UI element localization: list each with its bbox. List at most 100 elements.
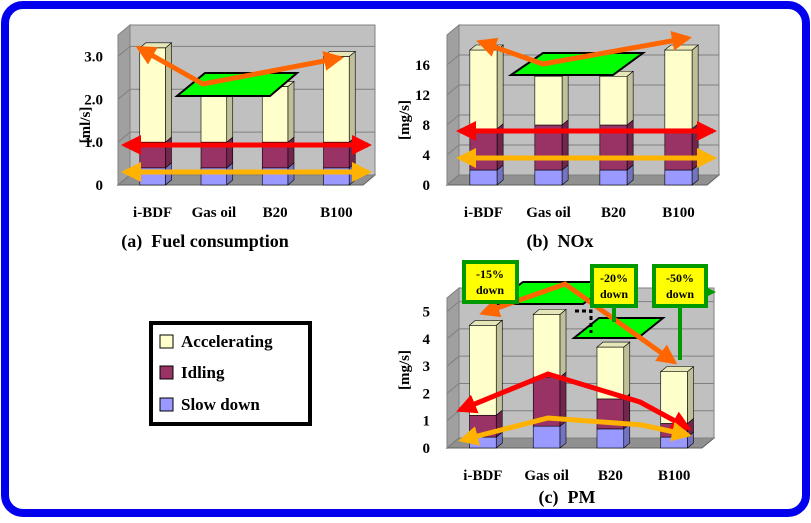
bar-segment xyxy=(532,314,561,378)
y-tick-label: 12 xyxy=(415,88,430,104)
legend-item-accelerating: Accelerating xyxy=(159,332,273,351)
chart-title: (a) Fuel consumption xyxy=(121,231,289,252)
bar-side xyxy=(687,365,694,425)
y-tick-label: 0 xyxy=(423,441,431,457)
y-tick-label: 0 xyxy=(423,178,431,194)
bar-side xyxy=(623,341,631,400)
bar-side xyxy=(496,44,504,130)
callout-15-line2: down xyxy=(476,283,504,297)
bar-top xyxy=(659,366,695,372)
bar-side xyxy=(348,50,356,143)
bar-top xyxy=(468,319,504,326)
y-tick-label: 4 xyxy=(423,148,431,164)
legend-swatch xyxy=(159,365,174,380)
bar-side xyxy=(287,80,295,143)
y-axis-label: [mg/s] xyxy=(397,100,413,140)
bar-side xyxy=(561,70,569,126)
legend-swatch xyxy=(159,397,174,412)
y-tick-label: 3 xyxy=(423,359,431,375)
trend-arrow xyxy=(458,415,692,446)
callout-50-line2: down xyxy=(666,287,694,301)
y-tick-label: 5 xyxy=(423,305,431,321)
x-tick-label: Gas oil xyxy=(526,205,571,221)
callout-15-down xyxy=(462,260,519,304)
callout-20-line1: -20% xyxy=(600,271,628,285)
x-tick-label: B100 xyxy=(662,205,695,221)
chart-title: (c) PM xyxy=(539,487,596,508)
x-tick-label: B100 xyxy=(320,205,353,221)
y-tick-label: 3.0 xyxy=(84,49,103,65)
bar-segment xyxy=(323,56,350,143)
legend-label: Idling xyxy=(181,363,225,382)
callout-20-line2: down xyxy=(600,287,628,301)
legend-swatch xyxy=(159,334,174,349)
side-wall xyxy=(446,286,460,450)
bar-segment xyxy=(664,49,693,130)
chart-b-annotations xyxy=(456,30,717,168)
x-tick-label: B20 xyxy=(598,468,623,484)
bar-segment xyxy=(534,169,563,186)
bar-segment xyxy=(664,128,693,171)
y-tick-label: 1.0 xyxy=(84,135,103,151)
bar-side xyxy=(561,119,569,171)
legend-box xyxy=(149,321,312,426)
y-tick-label: 2 xyxy=(423,386,431,402)
bar-top xyxy=(138,42,173,49)
chart-title: (b) NOx xyxy=(527,231,594,252)
y-tick-label: 1 xyxy=(423,414,431,430)
bar-side xyxy=(495,319,503,416)
bar-segment xyxy=(534,75,563,126)
bar-top xyxy=(664,44,699,51)
x-tick-label: i-BDF xyxy=(464,205,503,221)
bar-segment xyxy=(599,75,628,126)
bar-side xyxy=(626,119,634,171)
legend-label: Accelerating xyxy=(181,332,273,351)
y-axis-label: [ml/s] xyxy=(78,107,94,144)
x-tick-label: B20 xyxy=(601,205,626,221)
bar-segment xyxy=(599,169,628,186)
bar-side xyxy=(691,44,699,130)
chart-a-annotations xyxy=(121,45,372,182)
bar-segment xyxy=(660,436,688,449)
bar-segment xyxy=(469,49,498,130)
bar-segment xyxy=(469,128,498,171)
y-tick-label: 4 xyxy=(423,332,431,348)
callout-50-down xyxy=(652,264,708,308)
legend-label: Slow down xyxy=(181,395,260,414)
bar-top xyxy=(596,341,631,348)
side-wall xyxy=(117,23,131,187)
x-tick-label: i-BDF xyxy=(463,468,502,484)
legend: Accelerating Idling Slow down xyxy=(149,321,312,426)
legend-item-idling: Idling xyxy=(159,363,225,382)
bar-side xyxy=(559,308,567,378)
bar-side xyxy=(165,42,172,143)
side-wall xyxy=(446,23,460,187)
bar-segment xyxy=(664,169,693,186)
bar-segment xyxy=(469,169,498,186)
callout-20-down xyxy=(590,264,638,308)
y-tick-label: 2.0 xyxy=(84,92,103,108)
trend-arrow xyxy=(476,30,692,67)
x-tick-label: B100 xyxy=(658,468,691,484)
trend-arrow xyxy=(135,45,344,87)
callout-50-line1: -50% xyxy=(666,271,694,285)
x-tick-label: Gas oil xyxy=(192,205,237,221)
y-tick-label: 8 xyxy=(423,118,431,134)
bar-side xyxy=(626,70,634,126)
y-tick-label: 0 xyxy=(96,178,104,194)
bar-top xyxy=(532,309,567,315)
callout-tab xyxy=(706,287,716,297)
chart-c-annotations: -15% down -20% down -50% down xyxy=(456,260,716,446)
y-tick-label: 16 xyxy=(415,58,431,74)
x-tick-label: i-BDF xyxy=(133,205,172,221)
bar-segment xyxy=(532,425,561,449)
callout-15-line1: -15% xyxy=(476,267,504,281)
bar-segment xyxy=(596,428,625,449)
trend-arrow xyxy=(456,371,692,431)
x-tick-label: B20 xyxy=(263,205,288,221)
x-tick-label: Gas oil xyxy=(524,468,569,484)
y-axis-label: [mg/s] xyxy=(397,350,413,390)
legend-item-slow-down: Slow down xyxy=(159,395,260,414)
